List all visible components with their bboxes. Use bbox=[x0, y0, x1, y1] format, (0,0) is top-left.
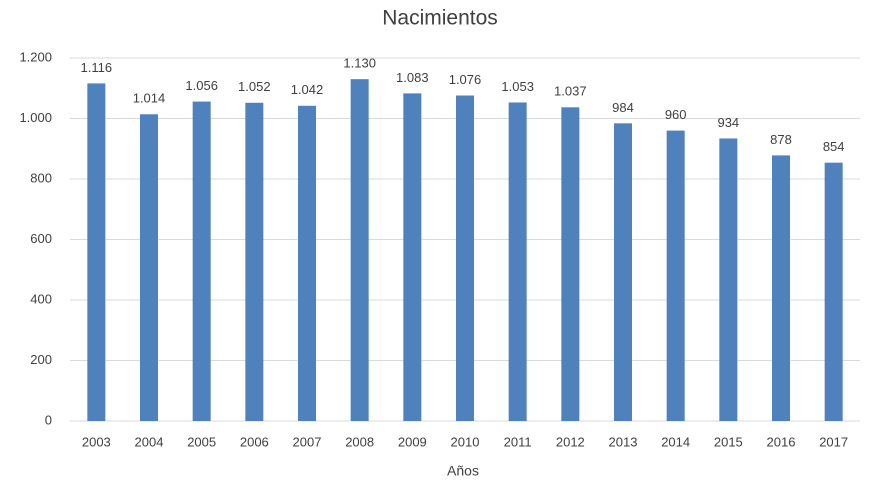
x-tick-label: 2004 bbox=[135, 434, 164, 449]
x-tick-label: 2013 bbox=[609, 434, 638, 449]
x-tick-label: 2005 bbox=[187, 434, 216, 449]
bar bbox=[192, 101, 211, 421]
bar bbox=[824, 162, 843, 422]
data-label: 1.056 bbox=[185, 78, 218, 93]
data-label: 1.076 bbox=[449, 72, 482, 87]
data-label: 1.037 bbox=[554, 84, 587, 99]
x-axis-label: Años bbox=[447, 463, 479, 479]
bar bbox=[350, 79, 369, 422]
y-tick-label: 800 bbox=[30, 170, 52, 185]
data-label: 934 bbox=[717, 115, 739, 130]
x-tick-label: 2015 bbox=[714, 434, 743, 449]
bar bbox=[508, 102, 527, 421]
bar bbox=[561, 107, 580, 422]
bar bbox=[772, 155, 790, 421]
x-tick-label: 2016 bbox=[767, 434, 796, 449]
x-tick-label: 2003 bbox=[82, 434, 111, 449]
bar bbox=[140, 114, 158, 421]
data-label: 1.052 bbox=[238, 79, 271, 94]
y-tick-label: 1.200 bbox=[19, 49, 52, 64]
x-tick-label: 2014 bbox=[661, 434, 690, 449]
y-tick-label: 1.000 bbox=[19, 110, 52, 125]
data-label: 960 bbox=[665, 107, 687, 122]
x-tick-label: 2012 bbox=[556, 434, 585, 449]
data-label: 984 bbox=[612, 100, 634, 115]
data-label: 878 bbox=[770, 132, 792, 147]
bar bbox=[614, 123, 632, 421]
x-tick-label: 2010 bbox=[451, 434, 480, 449]
bar bbox=[719, 138, 738, 421]
data-label: 1.083 bbox=[396, 70, 429, 85]
y-tick-label: 0 bbox=[45, 412, 52, 427]
data-label: 1.116 bbox=[81, 60, 113, 75]
bar bbox=[87, 83, 106, 421]
x-tick-label: 2011 bbox=[504, 434, 532, 449]
x-tick-label: 2007 bbox=[293, 434, 322, 449]
data-label: 1.014 bbox=[133, 91, 166, 106]
y-tick-label: 600 bbox=[30, 231, 52, 246]
data-label: 1.042 bbox=[291, 82, 324, 97]
bar bbox=[403, 93, 422, 421]
bar bbox=[298, 105, 316, 422]
bar bbox=[666, 130, 685, 421]
x-tick-label: 2017 bbox=[819, 434, 848, 449]
data-label: 1.053 bbox=[501, 79, 534, 94]
bar bbox=[456, 95, 474, 421]
chart-title: Nacimientos bbox=[382, 7, 498, 30]
y-tick-label: 400 bbox=[30, 291, 52, 306]
x-tick-label: 2008 bbox=[345, 434, 374, 449]
y-tick-label: 200 bbox=[30, 352, 52, 367]
data-label: 1.130 bbox=[343, 56, 376, 71]
data-label: 854 bbox=[823, 139, 845, 154]
bar bbox=[245, 102, 264, 422]
x-tick-label: 2006 bbox=[240, 434, 269, 449]
x-tick-label: 2009 bbox=[398, 434, 427, 449]
